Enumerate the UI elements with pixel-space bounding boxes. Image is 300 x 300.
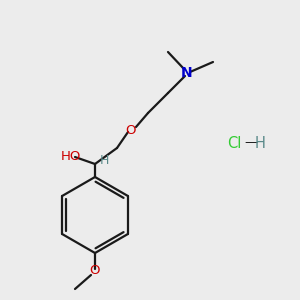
Text: Cl: Cl — [227, 136, 242, 151]
Text: O: O — [90, 265, 100, 278]
Text: HO: HO — [61, 151, 81, 164]
Text: —: — — [244, 136, 257, 149]
Text: N: N — [181, 66, 193, 80]
Text: H: H — [100, 154, 110, 167]
Text: H: H — [255, 136, 266, 151]
Text: O: O — [126, 124, 136, 136]
